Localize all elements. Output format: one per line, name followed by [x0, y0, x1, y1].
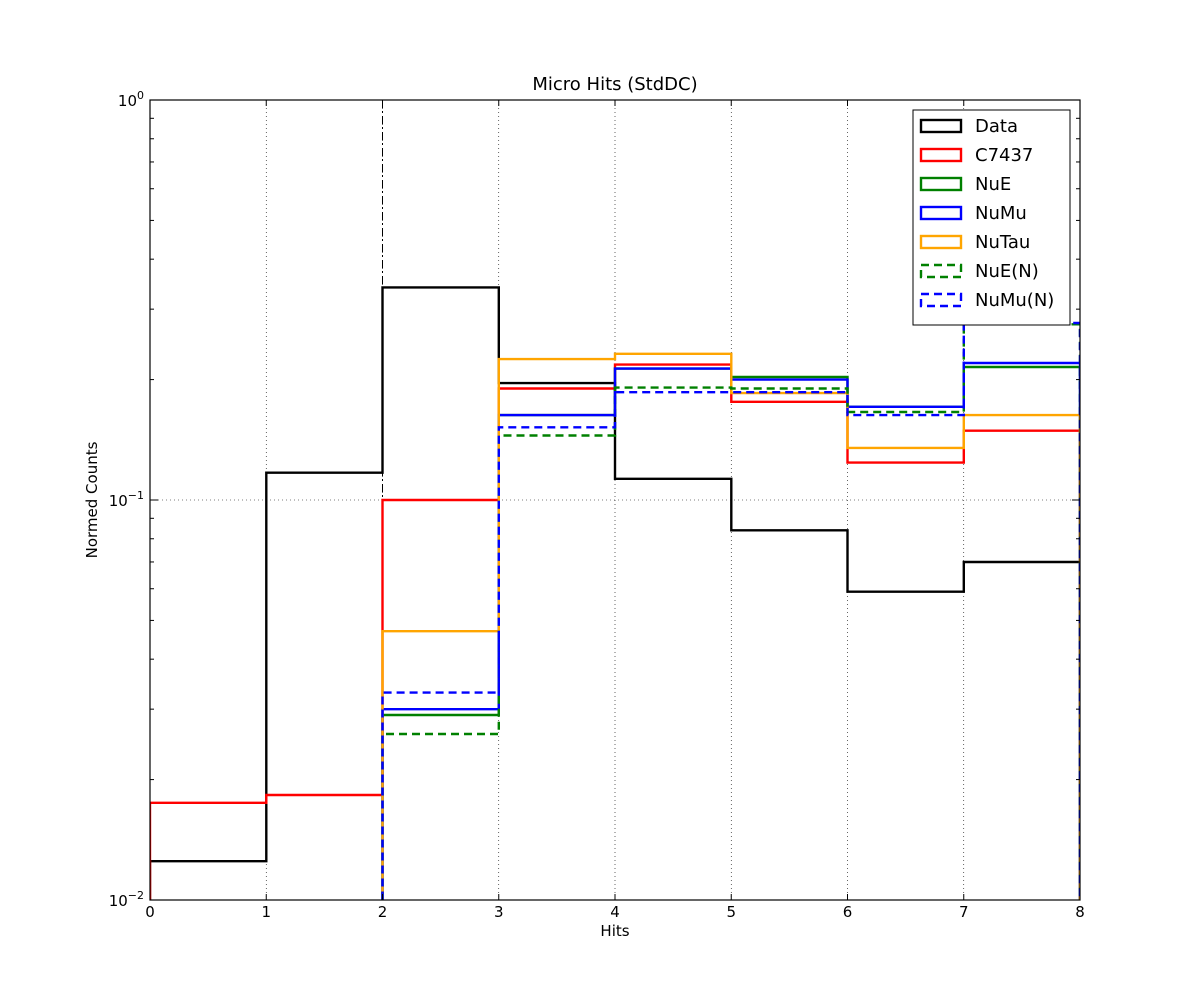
y-tick-label: 100 — [118, 89, 144, 110]
series-line-nutau — [381, 352, 1080, 900]
x-tick-label: 8 — [1075, 903, 1085, 921]
x-axis-label: Hits — [600, 922, 629, 940]
series-line-data — [150, 286, 1080, 900]
x-tick-label: 1 — [261, 903, 271, 921]
x-tick-label: 6 — [843, 903, 853, 921]
legend-label-nue-n: NuE(N) — [975, 261, 1039, 282]
chart-title: Micro Hits (StdDC) — [532, 74, 697, 95]
legend-label-numu-n: NuMu(N) — [975, 290, 1054, 311]
legend-swatch-nue — [919, 176, 963, 192]
legend-swatch-nutau — [919, 234, 963, 250]
legend: Data C7437 NuE NuMu NuTau NuE(N) NuMu(N) — [912, 109, 1071, 326]
legend-label-numu: NuMu — [975, 203, 1027, 224]
x-tick-label: 2 — [378, 903, 388, 921]
legend-swatch-numu-n — [919, 292, 963, 308]
legend-label-nue: NuE — [975, 174, 1011, 195]
legend-label-c7437: C7437 — [975, 145, 1033, 166]
y-tick-label: 10−1 — [109, 489, 144, 510]
legend-box — [912, 109, 1071, 326]
legend-label-data: Data — [975, 116, 1018, 137]
legend-swatch-c7437 — [919, 147, 963, 163]
legend-swatch-data — [919, 118, 963, 134]
x-tick-label: 3 — [494, 903, 504, 921]
y-tick-label: 10−2 — [109, 889, 144, 910]
series-line-numu-n — [381, 321, 1080, 900]
x-tick-label: 4 — [610, 903, 620, 921]
axis-ticks: 0 1 2 3 4 5 6 7 8 100 10−1 10−2 — [109, 89, 1085, 921]
x-tick-label: 7 — [959, 903, 969, 921]
legend-swatch-numu — [919, 205, 963, 221]
series-lines — [150, 286, 1080, 900]
x-tick-label: 0 — [145, 903, 155, 921]
x-tick-label: 5 — [726, 903, 736, 921]
legend-label-nutau: NuTau — [975, 232, 1030, 253]
y-axis-label: Normed Counts — [83, 441, 101, 558]
legend-swatch-nue-n — [919, 263, 963, 279]
